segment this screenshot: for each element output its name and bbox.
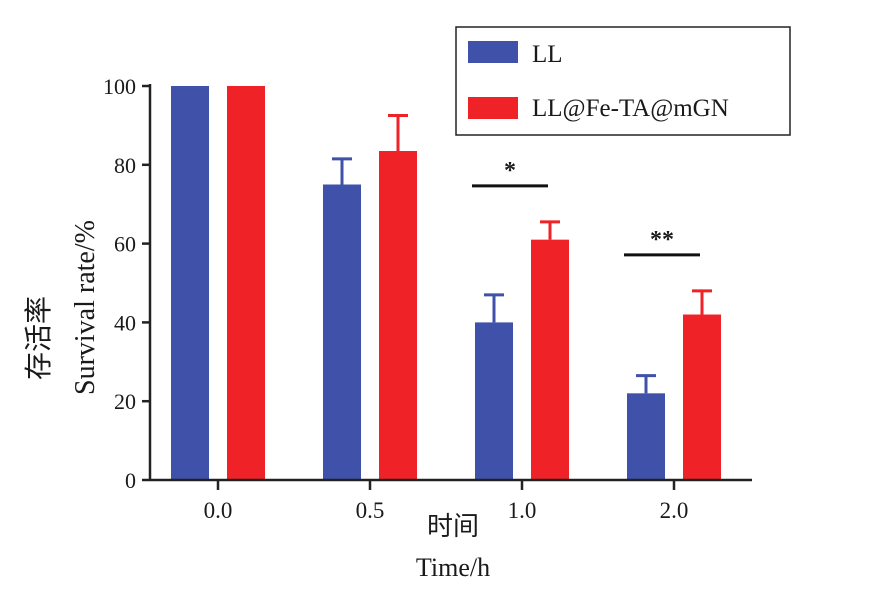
significance-label-2.0: ** xyxy=(650,227,674,253)
y-axis-label-cn: 存活率 xyxy=(23,296,55,380)
error-bars-layer xyxy=(332,114,712,394)
x-tick-label: 0.5 xyxy=(356,498,385,523)
y-tick-label: 0 xyxy=(125,468,136,493)
y-tick-label: 100 xyxy=(103,74,136,99)
y-tick-label: 60 xyxy=(114,232,136,257)
x-tick-label: 2.0 xyxy=(660,498,689,523)
bar-ll-2.0 xyxy=(627,393,665,480)
legend-swatch-ll xyxy=(468,41,518,63)
bar-ll-fe-ta-mgn-0.5 xyxy=(379,151,417,480)
legend-swatch-ll-fe-ta-mgn xyxy=(468,97,518,119)
x-tick-label: 1.0 xyxy=(508,498,537,523)
significance-layer: *** xyxy=(472,158,700,257)
bars-layer xyxy=(171,86,721,480)
bar-ll-0.5 xyxy=(323,184,361,480)
x-axis-label-en: Time/h xyxy=(416,553,490,582)
x-tick-label: 0.0 xyxy=(204,498,233,523)
significance-label-1.0: * xyxy=(504,158,516,184)
bar-ll-1.0 xyxy=(475,322,513,480)
y-tick-label: 20 xyxy=(114,389,136,414)
bar-ll-fe-ta-mgn-2.0 xyxy=(683,314,721,480)
y-tick-label: 80 xyxy=(114,153,136,178)
bar-ll-0.0 xyxy=(171,86,209,480)
y-axis-label-en: Survival rate/% xyxy=(70,220,101,395)
y-tick-label: 40 xyxy=(114,310,136,335)
legend-label-ll-fe-ta-mgn: LL@Fe-TA@mGN xyxy=(532,95,729,122)
axes-layer: 0 20 40 60 80 100 0.0 0.5 1.0 2.0 xyxy=(103,74,752,523)
x-axis-label-cn: 时间 xyxy=(427,512,479,541)
bar-ll-fe-ta-mgn-1.0 xyxy=(531,239,569,480)
legend: LL LL@Fe-TA@mGN xyxy=(455,26,791,136)
bar-ll-fe-ta-mgn-0.0 xyxy=(227,86,265,480)
legend-label-ll: LL xyxy=(532,41,563,68)
